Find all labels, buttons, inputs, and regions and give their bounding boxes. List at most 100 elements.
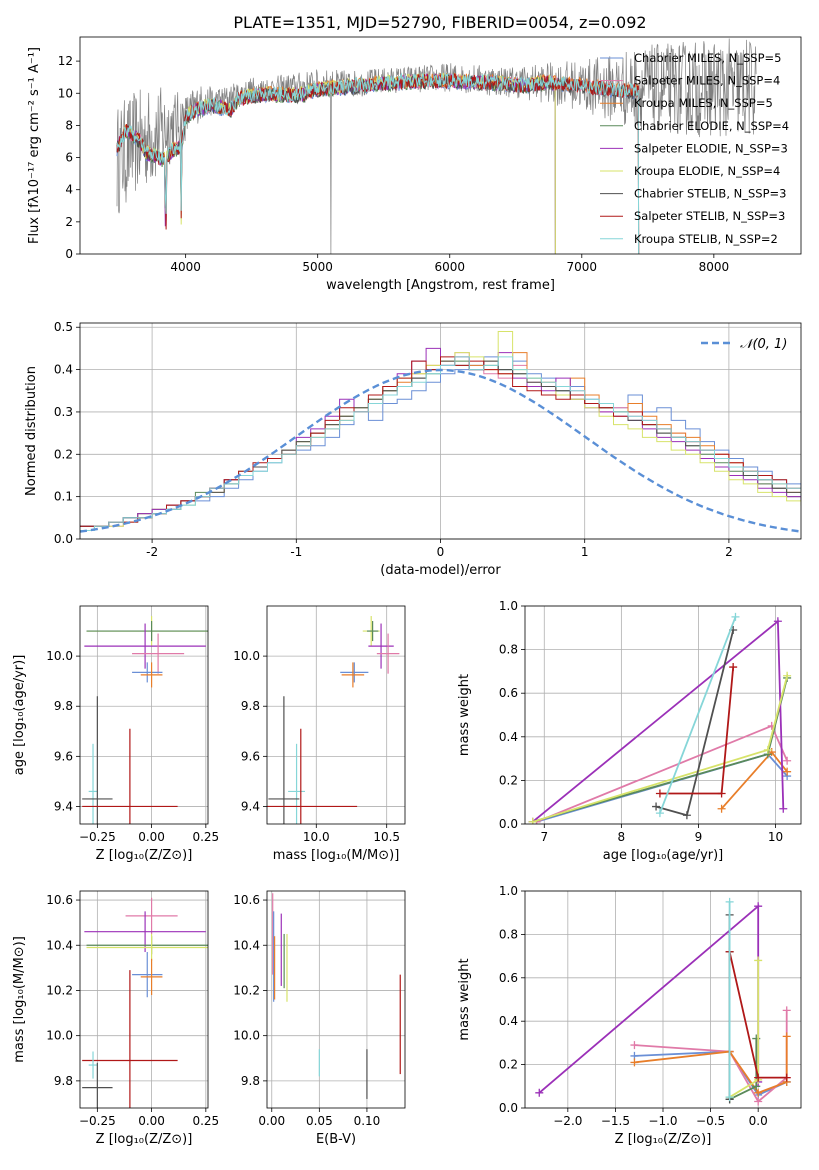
y-tick-label: 0 xyxy=(65,247,73,261)
mass_vs_Z-axes: −0.25 0.00 0.25 9.8 10.0 10.2 10.4 10.6 Z [log₁₀… xyxy=(12,890,219,1147)
mass-weight-line xyxy=(532,675,788,823)
normal-distribution-curve xyxy=(80,368,801,533)
x-tick-label: 0.25 xyxy=(192,830,219,844)
errorbar-point xyxy=(86,621,208,642)
mass_vs_Z-grid xyxy=(80,891,208,1108)
model-spectrum-line xyxy=(116,72,556,254)
mass-weight-marker xyxy=(652,802,661,811)
legend-label: Chabrier ELODIE, N_SSP=4 xyxy=(634,119,789,133)
model-spectrum-line xyxy=(116,74,556,254)
age_vs_Z-grid xyxy=(80,606,208,824)
y-tick-label: 0.5 xyxy=(54,320,73,334)
x-tick-label: 2 xyxy=(725,545,733,559)
x-axis-label: Z [log₁₀(Z/Z⊙)] xyxy=(96,1132,193,1147)
x-tick-label: −1.5 xyxy=(601,1114,630,1128)
errorbar-point xyxy=(82,696,113,824)
age_vs_Z-plot-area xyxy=(82,616,208,824)
y-axis-label: mass [log₁₀(M/M⊙)] xyxy=(12,936,27,1063)
residuals-plot-area xyxy=(80,331,801,533)
y-tick-label: 0.4 xyxy=(499,730,518,744)
spectrum-legend: Chabrier MILES, N_SSP=5 Salpeter MILES, N… xyxy=(600,51,789,246)
y-tick-label: 10.0 xyxy=(233,1029,260,1043)
x-tick-label: 8000 xyxy=(699,260,730,274)
mass_vs_EBV-frame xyxy=(266,890,406,1109)
x-tick-label: 7000 xyxy=(567,260,598,274)
legend-label: 𝒩(0, 1) xyxy=(740,337,787,352)
x-tick-label: −0.25 xyxy=(79,1114,116,1128)
legend-label: Salpeter STELIB, N_SSP=3 xyxy=(634,209,785,223)
x-tick-label: -2 xyxy=(146,545,158,559)
mass-weight-marker xyxy=(773,617,782,626)
age-vs-mass-panel: 10.0 10.5 9.4 9.6 9.8 10.0 mass [log₁₀(M/M⊙)] xyxy=(233,605,406,863)
y-tick-label: 9.8 xyxy=(241,1074,260,1088)
y-tick-label: 10.0 xyxy=(46,1029,73,1043)
mass-weight-marker xyxy=(630,1041,639,1050)
y-tick-label: 9.8 xyxy=(54,1074,73,1088)
y-tick-label: 10.6 xyxy=(233,893,260,907)
mass-weight-marker xyxy=(717,804,726,813)
x-axis-label: wavelength [Angstrom, rest frame] xyxy=(326,278,555,293)
mass_vs_EBV-plot-area xyxy=(272,893,401,1099)
x-tick-label: 9 xyxy=(695,830,703,844)
y-tick-label: 9.8 xyxy=(241,699,260,713)
y-tick-label: 10.2 xyxy=(46,983,73,997)
residuals-panel: -2 -1 0 1 2 0.0 0.1 0.2 0.3 0.4 0.5 (data-model)/er… xyxy=(24,320,802,578)
mass-weight-marker xyxy=(782,1006,791,1015)
mass-weight-marker xyxy=(752,1082,761,1091)
age_vs_mass-plot-area xyxy=(267,616,400,824)
x-axis-label: Z [log₁₀(Z/Z⊙)] xyxy=(615,1132,712,1147)
residual-histogram xyxy=(80,356,801,531)
x-axis-label: mass [log₁₀(M/M⊙)] xyxy=(273,848,400,863)
y-tick-label: 0.8 xyxy=(499,927,518,941)
mass-weight-marker xyxy=(725,897,734,906)
y-tick-label: 9.6 xyxy=(241,749,260,763)
y-tick-label: 12 xyxy=(58,54,73,68)
mass-weight-marker xyxy=(783,767,792,776)
x-tick-label: 0 xyxy=(437,545,445,559)
y-tick-label: 0.3 xyxy=(54,405,73,419)
mass-weight-marker xyxy=(717,789,726,798)
errorbar-point xyxy=(268,696,300,824)
y-tick-label: 2 xyxy=(65,215,73,229)
errorbar-point xyxy=(267,728,358,824)
figure-title: PLATE=1351, MJD=52790, FIBERID=0054, z=0… xyxy=(233,13,646,32)
mass-weight-marker xyxy=(779,804,788,813)
age_vs_mass-axes: 10.0 10.5 9.4 9.6 9.8 10.0 mass [log₁₀(M/M⊙)] xyxy=(233,605,406,863)
x-tick-label: 0.10 xyxy=(354,1114,381,1128)
weight_vs_age-axes: 7 8 9 10 0.0 0.2 0.4 0.6 0.8 1.0 age [log₁₀(age/yr… xyxy=(457,599,802,863)
mass-weight-marker xyxy=(754,956,763,965)
x-tick-label: 1 xyxy=(581,545,589,559)
y-tick-label: 10.2 xyxy=(233,983,260,997)
y-tick-label: 0.6 xyxy=(499,971,518,985)
mass-weight-marker xyxy=(655,809,664,818)
y-tick-label: 0.2 xyxy=(499,1058,518,1072)
y-axis-label: Flux [fλ10⁻¹⁷ erg cm⁻² s⁻¹ A⁻¹] xyxy=(27,47,42,244)
y-axis-label: mass weight xyxy=(457,674,472,756)
mass_vs_Z-frame xyxy=(79,890,209,1109)
mass-weight-line xyxy=(532,677,788,823)
model-spectrum-line xyxy=(116,72,556,254)
y-axis-label: age [log₁₀(age/yr)] xyxy=(12,655,27,776)
y-tick-label: 0.0 xyxy=(54,532,73,546)
weight_vs_Z-axes: −2.0 −1.5 −1.0 −0.5 0.0 0.0 0.2 0.4 0.6 0.8 1.0 Z [… xyxy=(457,884,802,1147)
mass-weight-marker xyxy=(725,1093,734,1102)
y-tick-label: 0.4 xyxy=(499,1014,518,1028)
mass_vs_EBV-axes: 0.00 0.05 0.10 9.8 10.0 10.2 10.4 10.6 E(B-V) xyxy=(233,890,406,1147)
age_vs_Z-frame xyxy=(79,605,209,825)
weight_vs_Z-plot-area xyxy=(535,897,791,1106)
observed-spectrum-line xyxy=(116,38,757,254)
errorbar-point xyxy=(288,743,306,824)
weight_vs_Z-frame xyxy=(524,890,802,1109)
weight-vs-age-panel: 7 8 9 10 0.0 0.2 0.4 0.6 0.8 1.0 age [log₁₀(age/yr… xyxy=(457,599,802,863)
y-tick-label: 6 xyxy=(65,151,73,165)
y-tick-label: 1.0 xyxy=(499,884,518,898)
x-tick-label: 10.0 xyxy=(303,830,330,844)
errorbar-point xyxy=(140,662,163,688)
errorbar-point xyxy=(88,1051,98,1079)
x-tick-label: 0.05 xyxy=(306,1114,333,1128)
legend-label: Salpeter ELODIE, N_SSP=3 xyxy=(634,141,788,155)
mass-weight-line xyxy=(532,619,785,823)
mass-weight-marker xyxy=(783,671,792,680)
errorbar-point xyxy=(340,662,369,683)
y-tick-label: 0.0 xyxy=(499,1101,518,1115)
